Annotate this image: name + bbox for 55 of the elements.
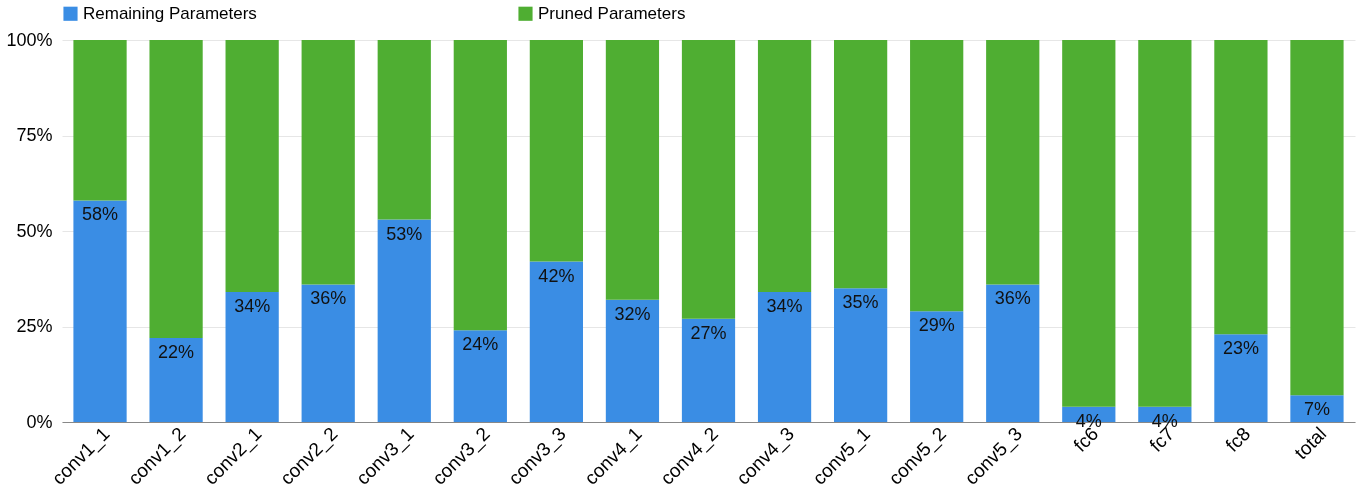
data-label: 29%: [918, 315, 955, 336]
bar: [757, 292, 812, 422]
bar: [1214, 40, 1268, 335]
bar: [377, 40, 431, 220]
bar: [1214, 334, 1268, 422]
data-label: 32%: [614, 303, 651, 324]
bar: [529, 261, 583, 422]
bar: [605, 299, 660, 422]
data-label: 24%: [462, 334, 499, 355]
bar: [301, 40, 355, 285]
data-label: 35%: [842, 292, 879, 313]
data-label: 42%: [538, 265, 575, 286]
data-label: 23%: [1222, 338, 1259, 359]
legend-label: Remaining Parameters: [83, 3, 257, 23]
bar: [757, 40, 812, 293]
y-tick-label: 100%: [6, 29, 53, 50]
bar: [225, 292, 279, 422]
data-label: 36%: [994, 288, 1031, 309]
bar: [834, 288, 888, 422]
bar: [149, 337, 203, 422]
data-label: 36%: [310, 288, 347, 309]
data-label: 34%: [234, 296, 271, 317]
bar: [605, 40, 660, 300]
bar: [681, 318, 736, 422]
bar: [910, 40, 964, 312]
bar: [681, 40, 736, 319]
data-label: 27%: [690, 322, 727, 343]
x-tick-label: fc8: [1221, 423, 1255, 456]
bar: [453, 40, 507, 331]
bar: [377, 219, 431, 422]
bar: [986, 284, 1040, 422]
bar: [73, 200, 127, 422]
bar: [986, 40, 1040, 285]
bar: [301, 284, 355, 422]
legend-label: Pruned Parameters: [538, 3, 686, 23]
y-tick-label: 0%: [26, 411, 53, 432]
bar: [73, 40, 127, 201]
bar: [225, 40, 279, 293]
data-label: 53%: [386, 223, 423, 244]
data-label: 22%: [158, 341, 195, 362]
y-tick-label: 75%: [16, 125, 53, 145]
data-label: 7%: [1303, 399, 1330, 420]
bar: [1062, 40, 1116, 407]
data-label: 34%: [766, 296, 803, 317]
data-label: 58%: [82, 204, 119, 225]
y-tick-label: 25%: [16, 316, 53, 336]
bar: [834, 40, 888, 289]
bar: [529, 40, 583, 262]
bar: [1290, 395, 1344, 422]
bar: [910, 311, 964, 422]
bar: [453, 330, 507, 422]
y-tick-label: 50%: [16, 220, 53, 241]
bar: [1138, 40, 1192, 407]
bar: [149, 40, 203, 338]
bar: [1290, 40, 1344, 396]
